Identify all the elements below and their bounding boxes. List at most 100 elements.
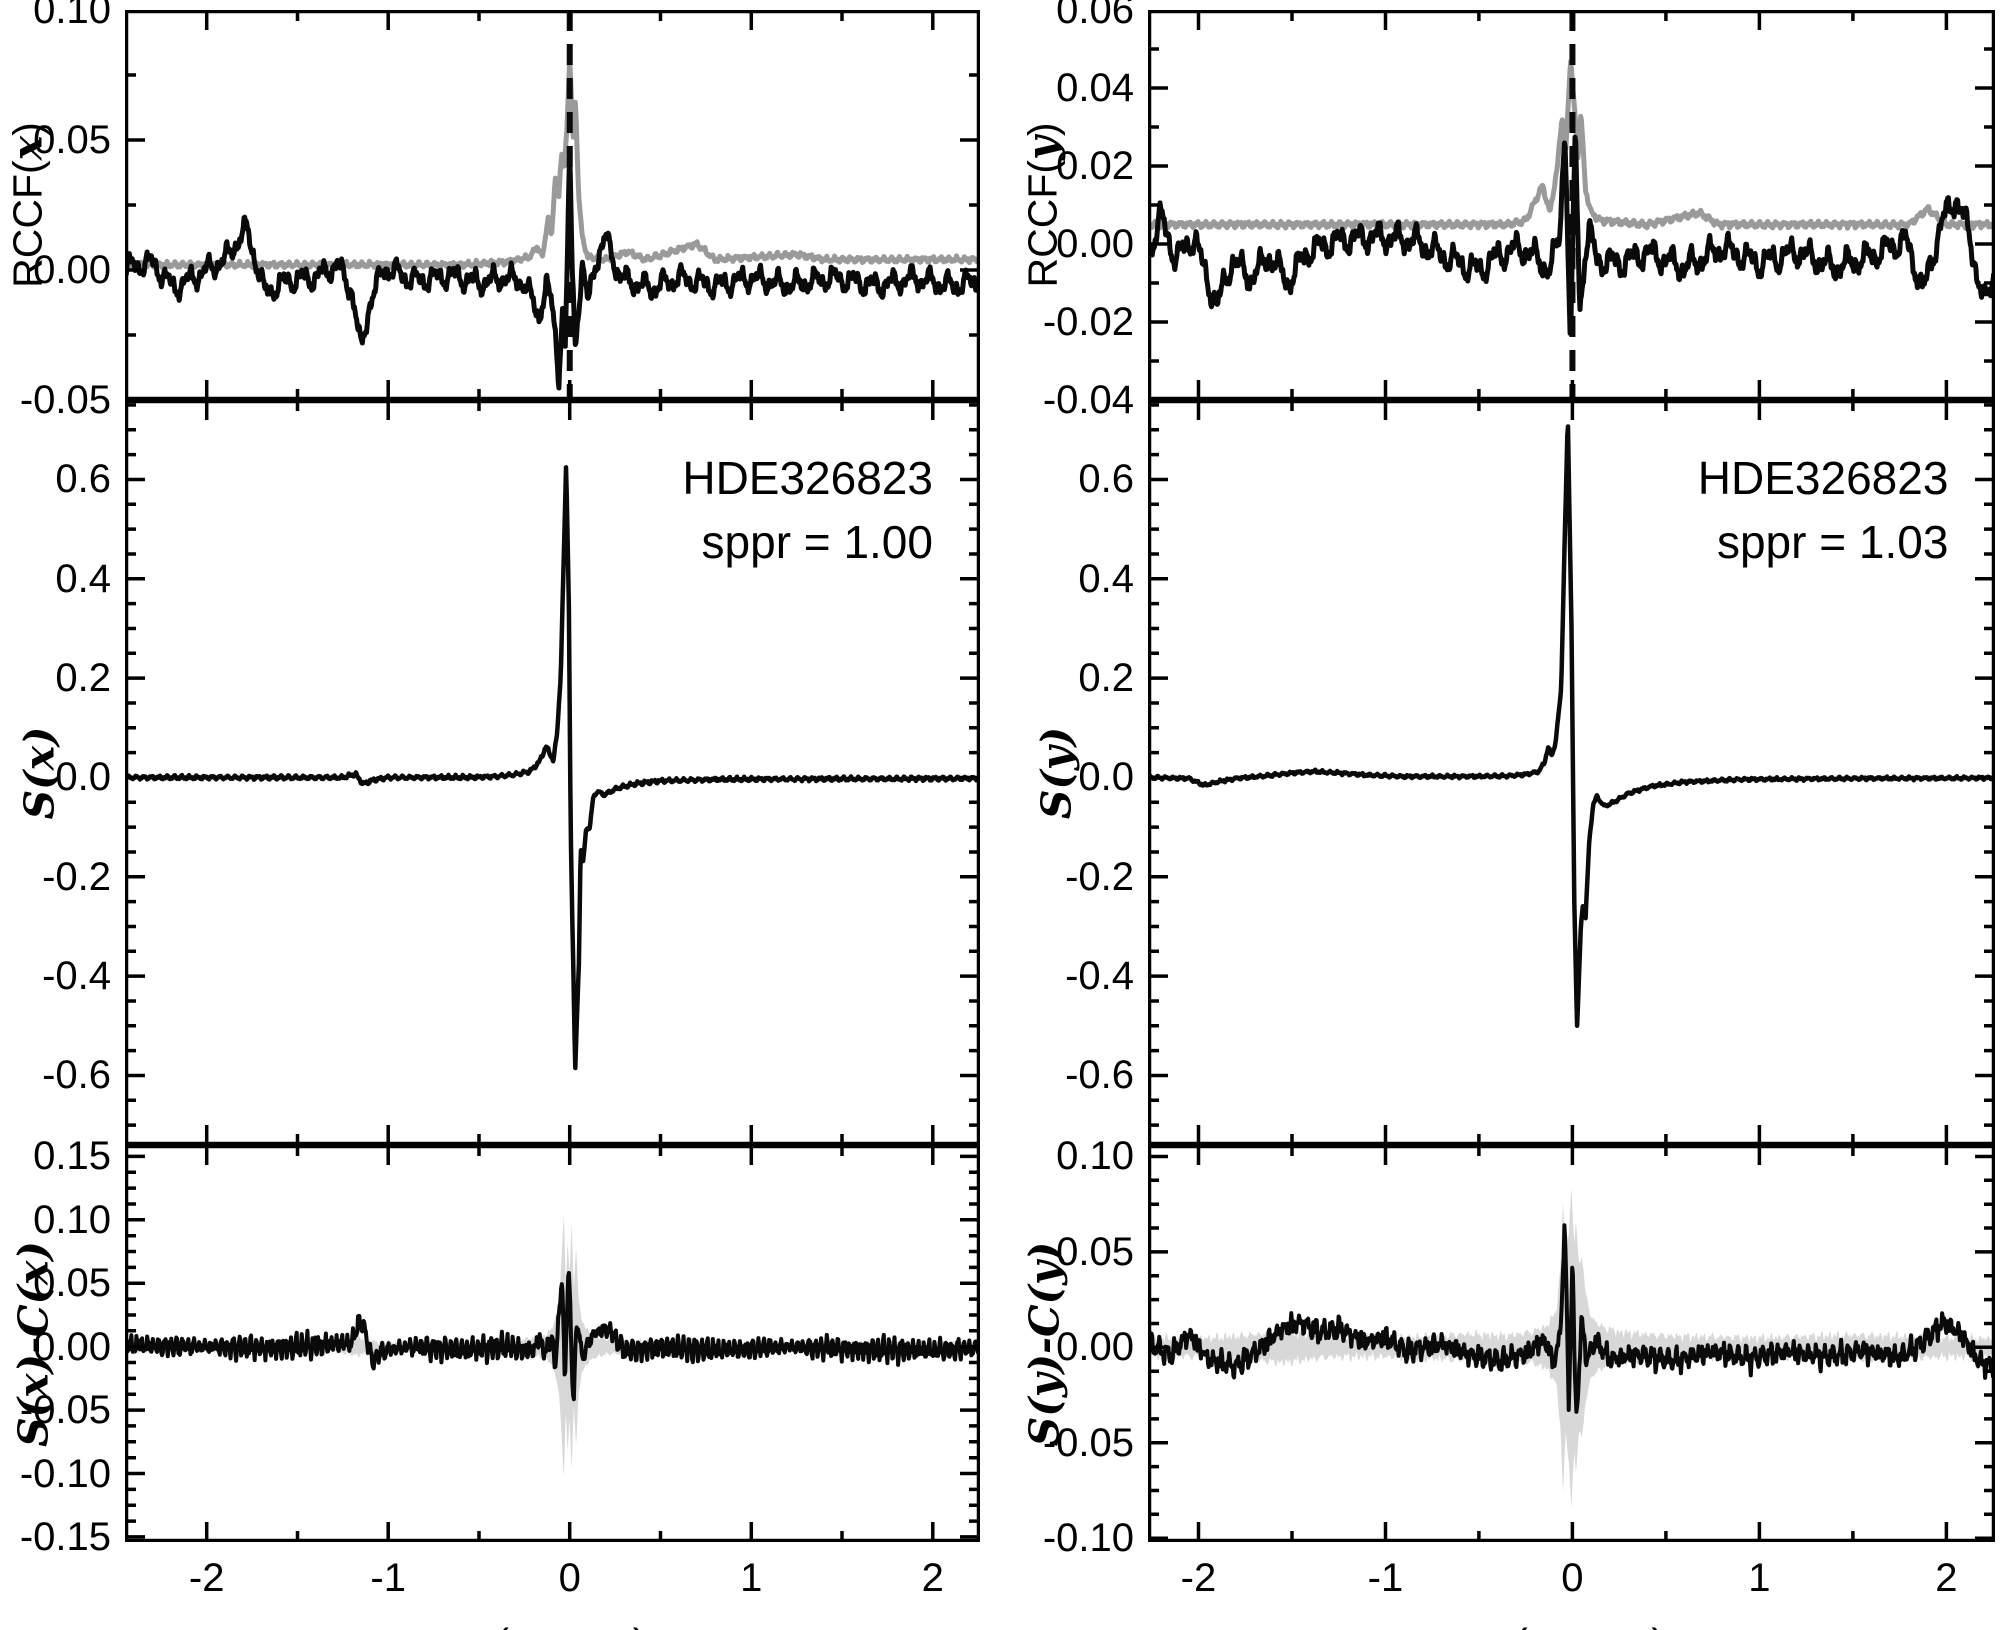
label-part: x xyxy=(3,135,52,161)
label-part: S(x) xyxy=(15,726,64,819)
y-tick-label: 0.15 xyxy=(33,1134,111,1179)
label-part: y xyxy=(1478,1619,1502,1630)
y-tick-label: -0.05 xyxy=(19,378,111,422)
y-tick-label: -0.4 xyxy=(42,954,111,999)
curve-reference-rccf xyxy=(1148,58,1995,231)
y-tick-label: 0.06 xyxy=(1056,0,1134,32)
y-tick-label: 0.6 xyxy=(55,457,111,502)
y-tick-label: 0.05 xyxy=(33,118,111,162)
plot-area-s-minus-c-x xyxy=(125,1145,980,1542)
x-axis-label: x (arcsec) xyxy=(458,1623,646,1630)
panel-rccf-x xyxy=(125,10,980,400)
annotation-line: HDE326823 xyxy=(682,452,933,505)
annotation-line: sppr = 1.03 xyxy=(1716,515,1949,568)
label-part: RCCF( xyxy=(4,160,51,288)
y-axis-label-s-y: S(y) xyxy=(1033,726,1081,818)
x-tick-label: 2 xyxy=(921,1556,944,1600)
y-tick-label: -0.05 xyxy=(19,1388,111,1433)
y-tick-label: 0.2 xyxy=(55,656,111,701)
curve-residual xyxy=(1148,1223,1995,1414)
y-tick-label: 0.10 xyxy=(1056,1134,1134,1179)
y-tick-label: 0.00 xyxy=(1056,222,1134,266)
plot-area-s-y xyxy=(1148,400,1995,1145)
label-part: y xyxy=(1018,136,1067,160)
axis-ticks xyxy=(1148,400,1995,1145)
axes-frame xyxy=(125,400,980,1145)
axis-ticks xyxy=(1148,10,1995,400)
x-tick-label: -1 xyxy=(370,1556,406,1600)
curve-reference-rccf xyxy=(125,57,980,271)
curve-lsd-profile xyxy=(1148,424,1995,1028)
y-tick-label: 0.4 xyxy=(55,556,111,601)
y-tick-label: 0.0 xyxy=(1078,755,1134,800)
plot-area-s-x xyxy=(125,400,980,1145)
annotation-line: sppr = 1.00 xyxy=(701,515,933,568)
axes-frame xyxy=(125,1145,980,1542)
annotation-line: HDE326823 xyxy=(1697,452,1949,505)
label-part: (arcsec) xyxy=(483,1620,647,1630)
y-tick-label: -0.2 xyxy=(1065,854,1134,899)
x-tick-label: 1 xyxy=(740,1556,763,1600)
y-tick-label: -0.6 xyxy=(1065,1053,1134,1098)
panel-s-minus-c-y xyxy=(1148,1145,1995,1542)
label-part: S(y)-C(y) xyxy=(1020,1241,1069,1446)
y-tick-label: 0.4 xyxy=(1078,556,1134,601)
y-tick-label: -0.04 xyxy=(1042,378,1134,422)
panel-s-minus-c-x xyxy=(125,1145,980,1542)
y-axis-label-s-minus-c-x: S(x)-C(x) xyxy=(10,1241,58,1447)
y-tick-label: 0.00 xyxy=(1056,1325,1134,1370)
y-tick-label: 0.02 xyxy=(1056,144,1134,188)
x-tick-label: 2 xyxy=(1935,1556,1958,1600)
y-tick-label: 0.00 xyxy=(33,248,111,292)
y-tick-label: -0.10 xyxy=(19,1451,111,1496)
label-part: x xyxy=(458,1619,483,1630)
y-tick-label: -0.2 xyxy=(42,854,111,899)
y-tick-label: 0.10 xyxy=(33,1197,111,1242)
axes-frame xyxy=(1148,1145,1995,1542)
x-tick-label: 1 xyxy=(1748,1556,1771,1600)
curve-target-rccf xyxy=(125,152,980,391)
plot-area-rccf-x xyxy=(125,10,980,400)
plot-area-s-minus-c-y xyxy=(1148,1145,1995,1542)
axes-frame xyxy=(125,10,980,400)
panel-s-y xyxy=(1148,400,1995,1145)
y-tick-label: 0.04 xyxy=(1056,66,1134,110)
x-tick-label: 0 xyxy=(558,1556,581,1600)
x-tick-label: 0 xyxy=(1561,1556,1584,1600)
x-axis-label: y (arcsec) xyxy=(1478,1623,1666,1630)
axis-ticks xyxy=(125,400,980,1145)
panel-rccf-y xyxy=(1148,10,1995,400)
y-axis-label-rccf-x: RCCF(x) xyxy=(4,122,52,288)
axis-ticks xyxy=(1148,1145,1995,1542)
y-axis-label-s-x: S(x) xyxy=(16,726,64,819)
axes-frame xyxy=(1148,10,1995,400)
axis-ticks xyxy=(125,1145,980,1542)
y-tick-label: 0.05 xyxy=(33,1261,111,1306)
y-tick-label: 0.6 xyxy=(1078,457,1134,502)
y-tick-label: 0.2 xyxy=(1078,656,1134,701)
label-part: S(x)-C(x) xyxy=(9,1240,58,1447)
label-part: S(y) xyxy=(1032,726,1081,819)
y-tick-label: -0.10 xyxy=(1042,1516,1134,1561)
panel-s-x xyxy=(125,400,980,1145)
plot-area-rccf-y xyxy=(1148,10,1995,400)
y-tick-label: 0.0 xyxy=(55,755,111,800)
y-tick-label: 0.10 xyxy=(33,0,111,32)
curve-lsd-profile xyxy=(125,465,980,1071)
axes-frame xyxy=(1148,400,1995,1145)
x-tick-label: -1 xyxy=(1367,1556,1404,1600)
y-tick-label: -0.02 xyxy=(1042,300,1134,344)
y-tick-label: -0.6 xyxy=(42,1053,111,1098)
x-tick-label: -2 xyxy=(188,1556,225,1600)
y-tick-label: -0.15 xyxy=(19,1514,111,1559)
label-part: (arcsec) xyxy=(1502,1620,1666,1630)
axis-ticks xyxy=(125,10,980,400)
y-tick-label: 0.00 xyxy=(33,1324,111,1369)
curve-residual xyxy=(125,1271,980,1402)
y-tick-label: 0.05 xyxy=(1056,1229,1134,1274)
label-part: ) xyxy=(4,122,51,136)
y-tick-label: -0.4 xyxy=(1065,954,1134,999)
label-part: RCCF( xyxy=(1019,159,1066,288)
y-axis-label-rccf-y: RCCF(y) xyxy=(1019,122,1067,288)
